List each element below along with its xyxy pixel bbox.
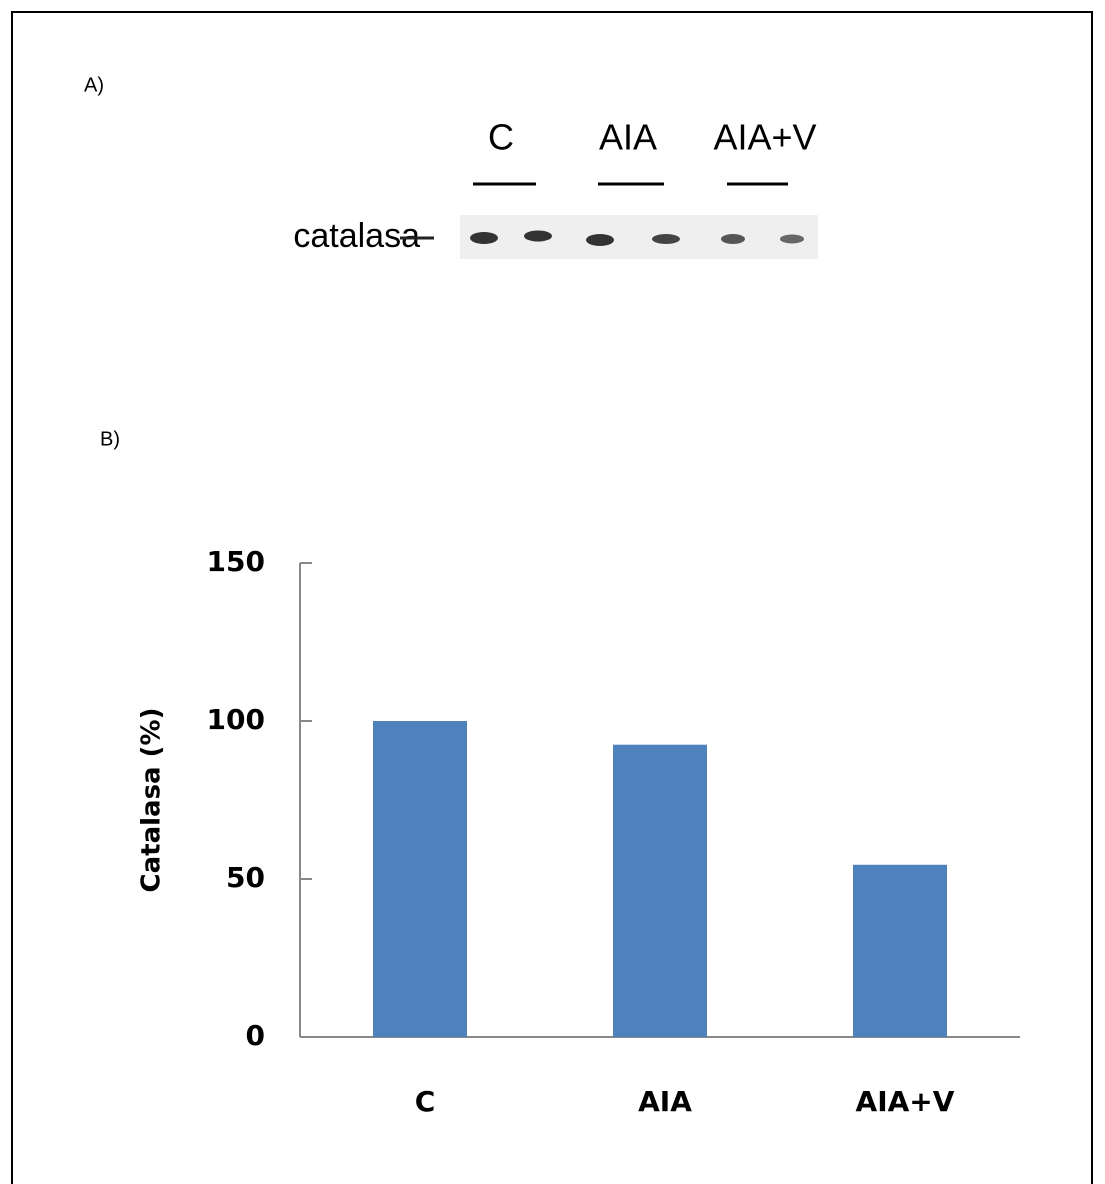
y-tick-label: 0	[246, 1019, 265, 1052]
blot	[460, 215, 818, 259]
lane-label: AIA	[599, 117, 657, 158]
page: A) catalasa C AIA AIA+V B) Catalasa (%) …	[0, 0, 1105, 1184]
x-tick-label: AIA+V	[856, 1085, 955, 1118]
bar	[373, 721, 467, 1037]
y-tick-label: 100	[207, 703, 265, 736]
bar	[613, 745, 707, 1037]
band	[524, 231, 552, 242]
band	[586, 234, 614, 246]
lane-label: C	[488, 117, 514, 158]
x-tick-label: AIA	[638, 1085, 692, 1118]
panel-label: B)	[100, 428, 120, 450]
lane-label: AIA+V	[713, 117, 816, 158]
band	[470, 232, 498, 244]
bar	[853, 865, 947, 1037]
panel-label: A)	[84, 74, 104, 96]
x-tick-label: C	[415, 1085, 436, 1118]
lane-groups: C AIA AIA+V	[473, 117, 817, 184]
figure: A) catalasa C AIA AIA+V B) Catalasa (%) …	[0, 0, 1105, 1184]
protein-label: catalasa	[293, 217, 420, 255]
y-tick-label: 150	[207, 545, 265, 578]
band	[652, 234, 680, 244]
y-axis-title: Catalasa (%)	[137, 708, 167, 893]
y-tick-label: 50	[226, 861, 265, 894]
band	[721, 234, 745, 244]
band	[780, 235, 804, 244]
